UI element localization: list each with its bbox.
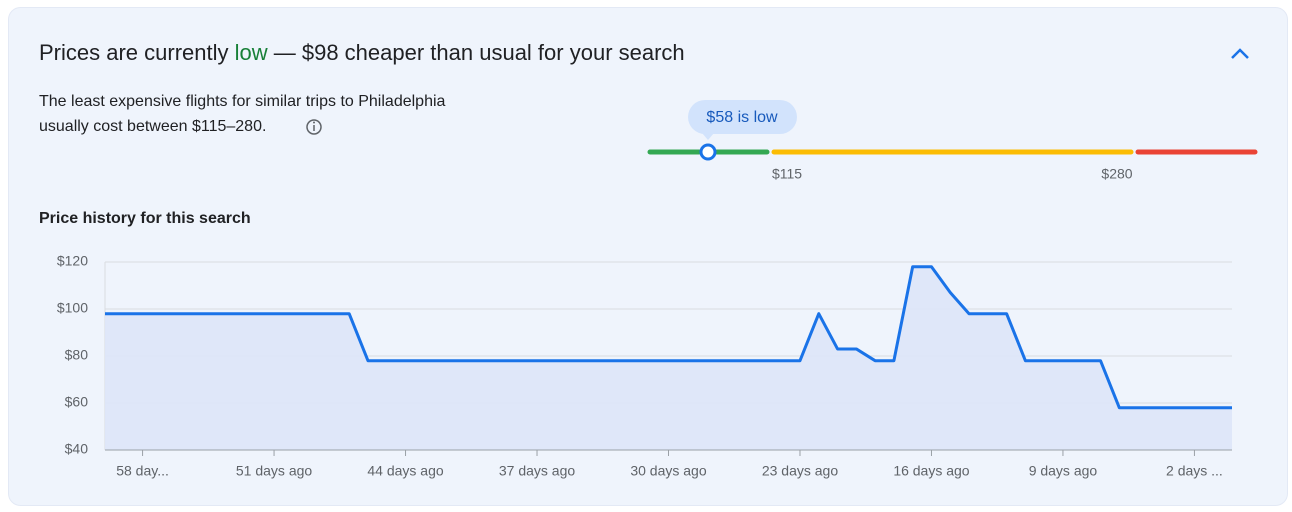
y-tick-label: $100	[57, 300, 88, 316]
y-tick-label: $80	[65, 347, 89, 363]
current-marker	[699, 143, 717, 161]
badge-pointer	[702, 133, 714, 140]
current-label: $58 is low	[706, 109, 778, 126]
price-line	[105, 265, 1232, 410]
x-tick-label: 16 days ago	[893, 463, 969, 479]
info-icon[interactable]	[306, 119, 322, 135]
x-tick-label: 58 day...	[116, 463, 169, 479]
x-tick-label: 9 days ago	[1029, 463, 1098, 479]
description: The least expensive flights for similar …	[39, 93, 446, 110]
title-text: Prices are currently	[39, 40, 235, 65]
x-tick-label: 37 days ago	[499, 463, 575, 479]
y-tick-label: $60	[65, 394, 89, 410]
card-title: Prices are currently low — $98 cheaper t…	[39, 40, 685, 65]
y-tick-label: $120	[57, 253, 88, 269]
description: usually cost between $115–280.	[39, 118, 266, 135]
x-tick-label: 2 days ...	[1166, 463, 1223, 479]
x-tick-label: 44 days ago	[367, 463, 443, 479]
range-high-label: $280	[1101, 166, 1132, 182]
x-tick-label: 51 days ago	[236, 463, 312, 479]
title-text: — $98 cheaper than usual for your search	[268, 40, 685, 65]
x-tick-label: 23 days ago	[762, 463, 838, 479]
title-low: low	[235, 40, 268, 65]
y-tick-label: $40	[65, 441, 89, 457]
collapse-button[interactable]	[1231, 48, 1249, 59]
x-tick-label: 30 days ago	[630, 463, 706, 479]
price-area	[105, 266, 1232, 450]
range-low-label: $115	[772, 166, 802, 182]
current-badge	[688, 100, 797, 134]
chart-title: Price history for this search	[39, 210, 251, 227]
